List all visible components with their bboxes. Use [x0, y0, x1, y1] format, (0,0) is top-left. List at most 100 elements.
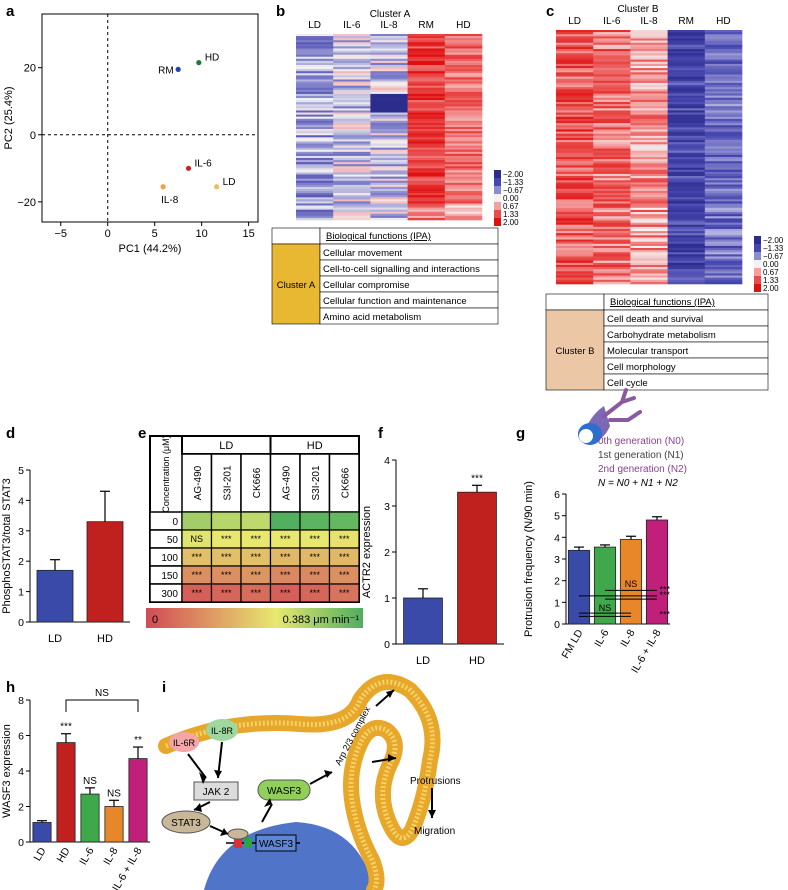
bar-significance: NS: [625, 579, 638, 589]
heatmap-cell: [556, 101, 594, 105]
heatmap-cell: [370, 155, 408, 159]
heatmap-cell: [630, 121, 668, 124]
heatmap-cell: [556, 59, 594, 63]
heatmap-cell: [630, 114, 668, 118]
heatmap-cell: [593, 220, 631, 223]
heatmap-cell: [630, 57, 668, 60]
heatmap-cell: [667, 125, 706, 128]
heatmap-cell: [667, 106, 706, 109]
heatmap-cell: [630, 87, 668, 90]
grid-rate-cell: [299, 511, 331, 531]
heatmap-cell: [296, 170, 334, 173]
migration-label: Migration: [414, 826, 455, 837]
heatmap-cell: [370, 197, 408, 200]
heatmap-cell: [704, 53, 743, 56]
heatmap-cell: [667, 74, 706, 77]
heatmap-cell: [593, 271, 631, 274]
heatmap-cell: [296, 54, 334, 58]
heatmap-cell: [556, 140, 594, 143]
heatmap-cell: [407, 141, 446, 144]
heatmap-cell: [593, 152, 631, 156]
ipa-header: Biological functions (IPA): [326, 231, 431, 242]
pca-x-label: PC1 (44.2%): [119, 243, 182, 255]
heatmap-cell: [704, 281, 743, 285]
heatmap-cell: [370, 174, 408, 177]
heatmap-cell: [556, 76, 594, 79]
heatmap-cell: [370, 50, 408, 53]
heatmap-cell: [593, 281, 631, 285]
heatmap-cell: [704, 85, 743, 88]
heatmap-cell: [630, 180, 668, 183]
heatmap-cell: [407, 149, 446, 153]
heatmap-cell: [704, 222, 743, 226]
heatmap-cell: [296, 96, 334, 99]
heatmap-cell: [593, 173, 631, 177]
heatmap-cell: [333, 145, 371, 148]
heatmap-cell: [704, 205, 743, 209]
bar: [104, 806, 124, 843]
bar: [645, 519, 669, 625]
heatmap-cell: [630, 239, 668, 242]
pca-y-label: PC2 (25.4%): [3, 87, 15, 150]
heatmap-cell: [593, 176, 631, 179]
grid-group-label: LD: [219, 440, 233, 452]
heatmap-cell: [444, 100, 483, 103]
heatmap-cell: [630, 167, 668, 170]
heatmap-cell: [556, 146, 594, 149]
heatmap-column-label: HD: [456, 20, 470, 31]
heatmap-cell: [370, 168, 408, 171]
heatmap-cluster-b: Cluster B LD IL-6 IL-8 RM HD −2.00−1.33−0.67…: [556, 4, 784, 293]
heatmap-cell: [630, 182, 668, 185]
heatmap-cell: [407, 65, 446, 68]
heatmap-cell: [667, 97, 706, 101]
heatmap-cell: [444, 209, 483, 213]
heatmap-cell: [296, 62, 334, 66]
heatmap-cell: [444, 85, 483, 89]
bar-y-tick-label: 0: [18, 617, 24, 629]
panel-label-g: g: [516, 425, 525, 442]
heatmap-cell: [667, 216, 706, 219]
grid-rate-cell: [210, 511, 242, 531]
wasf3-protein-shape: [257, 779, 311, 801]
heatmap-cell: [333, 180, 371, 184]
heatmap-cell: [667, 131, 706, 135]
heatmap-cell: [370, 147, 408, 151]
heatmap-cell: [630, 112, 668, 115]
promoter-red: [234, 838, 242, 848]
heatmap-cell: [333, 112, 371, 115]
heatmap-cell: [667, 171, 706, 175]
heatmap-cell: [333, 207, 371, 210]
heatmap-column-label: LD: [568, 16, 581, 27]
heatmap-cell: [667, 61, 706, 65]
heatmap-cell: [444, 44, 483, 47]
heatmap-cell: [333, 160, 371, 163]
heatmap-cell: [704, 137, 743, 141]
pca-point: [196, 60, 202, 66]
heatmap-cell: [593, 123, 631, 126]
heatmap-cell: [296, 46, 334, 49]
heatmap-cell: [444, 143, 483, 146]
heatmap-cell: [370, 193, 408, 196]
heatmap-cell: [370, 100, 408, 103]
heatmap-scale-swatch: [494, 186, 501, 194]
heatmap-cell: [630, 165, 668, 168]
heatmap-cell: [667, 150, 706, 154]
heatmap-cell: [630, 186, 668, 190]
heatmap-cell: [370, 166, 408, 169]
bar-y-tick-label: 5: [18, 465, 24, 477]
heatmap-scale-label: 0.67: [503, 202, 519, 211]
heatmap-cell: [630, 231, 668, 234]
ipa-row-label: Amino acid metabolism: [323, 312, 421, 323]
heatmap-cell: [333, 60, 371, 64]
heatmap-cell: [407, 42, 446, 45]
heatmap-cell: [593, 269, 631, 272]
heatmap-cell: [296, 108, 334, 111]
heatmap-cell: [556, 188, 594, 192]
heatmap-cell: [704, 55, 743, 58]
heatmap-scale-label: 0.00: [503, 194, 519, 203]
heatmap-column-label: RM: [418, 20, 434, 31]
heatmap-cell: [593, 63, 631, 67]
heatmap-cell: [296, 71, 334, 74]
heatmap-cell: [370, 129, 408, 132]
heatmap-cell: [444, 137, 483, 140]
